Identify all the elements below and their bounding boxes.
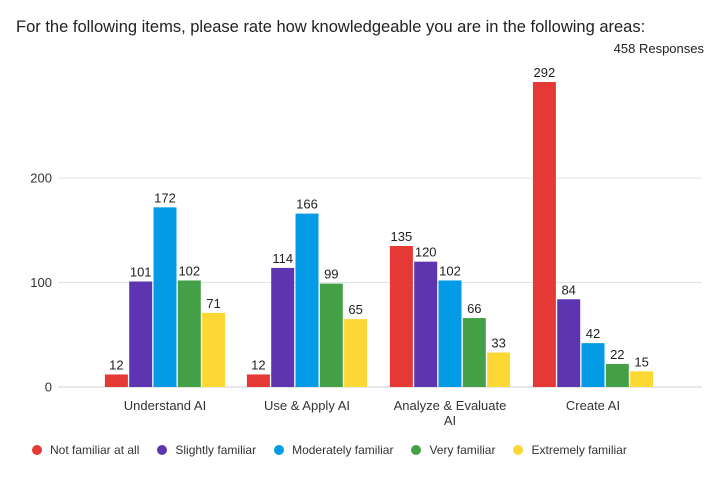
data-label: 12 <box>109 357 123 372</box>
data-label: 102 <box>178 263 200 278</box>
bar <box>202 312 226 387</box>
bar <box>630 371 654 387</box>
bar <box>344 319 368 387</box>
legend-item: Extremely familiar <box>513 443 627 457</box>
data-label: 102 <box>439 263 461 278</box>
data-label: 42 <box>586 326 600 341</box>
legend-label: Not familiar at all <box>50 443 140 457</box>
y-tick-label: 200 <box>30 171 52 186</box>
bar <box>605 364 629 387</box>
data-label: 71 <box>206 296 220 311</box>
bar <box>462 318 486 387</box>
bar <box>319 283 343 387</box>
x-tick-label: Understand AI <box>124 398 206 413</box>
data-label: 172 <box>154 190 176 205</box>
y-tick-label: 100 <box>30 275 52 290</box>
legend-swatch <box>274 445 285 455</box>
bar <box>271 267 295 387</box>
legend-label: Slightly familiar <box>175 443 257 457</box>
data-label: 166 <box>296 197 318 212</box>
data-label: 22 <box>610 347 624 362</box>
legend-label: Moderately familiar <box>292 443 394 457</box>
data-label: 99 <box>324 267 338 282</box>
data-label: 84 <box>561 282 575 297</box>
response-count: 458 Responses <box>613 41 704 56</box>
legend-swatch <box>411 445 422 455</box>
legend-label: Very familiar <box>429 443 496 457</box>
data-label: 12 <box>251 357 265 372</box>
bar <box>104 374 128 387</box>
bar <box>438 280 462 387</box>
data-label: 101 <box>130 265 152 280</box>
bar <box>295 213 319 387</box>
data-label: 120 <box>415 245 437 260</box>
y-tick-label: 0 <box>45 380 52 395</box>
x-tick-label: Use & Apply AI <box>264 398 350 413</box>
legend-item: Moderately familiar <box>274 443 393 457</box>
data-label: 66 <box>467 301 481 316</box>
legend-item: Slightly familiar <box>157 443 256 457</box>
legend-label: Extremely familiar <box>531 443 627 457</box>
data-label: 65 <box>348 302 362 317</box>
bar <box>153 207 177 387</box>
x-tick-label: Create AI <box>566 398 620 413</box>
x-tick-label: AI <box>444 413 456 428</box>
bar <box>557 299 581 387</box>
chart-title: For the following items, please rate how… <box>16 18 646 36</box>
chart-legend: Not familiar at all Slightly familiar Mode… <box>32 443 645 457</box>
data-label: 33 <box>491 336 505 351</box>
data-label: 292 <box>534 65 556 80</box>
data-label: 114 <box>272 251 293 266</box>
bar <box>532 82 556 387</box>
legend-item: Very familiar <box>411 443 495 457</box>
bar <box>389 245 413 387</box>
bar <box>581 343 605 387</box>
bar <box>246 374 270 387</box>
data-label: 15 <box>634 354 648 369</box>
data-label: 135 <box>391 229 413 244</box>
x-tick-label: Analyze & Evaluate <box>394 398 507 413</box>
legend-item: Not familiar at all <box>32 443 139 457</box>
legend-swatch <box>32 445 42 455</box>
legend-swatch <box>513 445 524 455</box>
bar <box>129 281 153 387</box>
bar <box>414 261 438 387</box>
legend-swatch <box>157 445 168 455</box>
bar <box>177 280 201 387</box>
bar <box>487 352 511 387</box>
